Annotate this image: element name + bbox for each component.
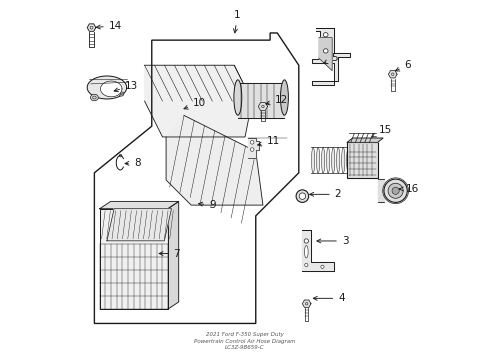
Polygon shape bbox=[347, 138, 383, 142]
Ellipse shape bbox=[234, 80, 242, 115]
Ellipse shape bbox=[250, 148, 254, 151]
Ellipse shape bbox=[384, 179, 407, 202]
Polygon shape bbox=[87, 24, 96, 31]
Text: 12: 12 bbox=[266, 95, 288, 105]
Polygon shape bbox=[100, 209, 168, 309]
Text: 2: 2 bbox=[310, 189, 341, 199]
Text: 6: 6 bbox=[395, 60, 411, 71]
Text: 10: 10 bbox=[184, 98, 206, 109]
Polygon shape bbox=[107, 209, 172, 241]
Text: 5: 5 bbox=[324, 53, 338, 63]
Ellipse shape bbox=[323, 33, 328, 37]
Text: 8: 8 bbox=[125, 158, 141, 168]
Text: 2021 Ford F-350 Super Duty
Powertrain Control Air Hose Diagram
LC3Z-9B659-C: 2021 Ford F-350 Super Duty Powertrain Co… bbox=[194, 332, 296, 350]
Polygon shape bbox=[168, 202, 179, 309]
Ellipse shape bbox=[305, 264, 308, 267]
Ellipse shape bbox=[250, 140, 254, 144]
Polygon shape bbox=[389, 71, 397, 78]
Text: 7: 7 bbox=[159, 248, 180, 258]
Ellipse shape bbox=[280, 80, 289, 115]
Polygon shape bbox=[100, 202, 179, 209]
Ellipse shape bbox=[321, 265, 324, 269]
Text: 13: 13 bbox=[114, 81, 138, 92]
Ellipse shape bbox=[317, 147, 320, 173]
Text: 16: 16 bbox=[399, 184, 419, 194]
Ellipse shape bbox=[388, 183, 403, 198]
Text: 11: 11 bbox=[258, 136, 280, 146]
Polygon shape bbox=[87, 76, 126, 99]
Ellipse shape bbox=[346, 147, 350, 173]
Polygon shape bbox=[258, 103, 268, 111]
Polygon shape bbox=[302, 230, 334, 271]
Text: 9: 9 bbox=[198, 200, 216, 210]
Polygon shape bbox=[313, 28, 350, 85]
Ellipse shape bbox=[119, 92, 124, 96]
Ellipse shape bbox=[91, 94, 98, 101]
Ellipse shape bbox=[296, 190, 309, 202]
Ellipse shape bbox=[342, 147, 345, 173]
Ellipse shape bbox=[321, 147, 325, 173]
Text: 15: 15 bbox=[372, 125, 392, 137]
Polygon shape bbox=[166, 116, 263, 205]
Ellipse shape bbox=[304, 246, 308, 258]
Text: 4: 4 bbox=[313, 293, 345, 303]
Ellipse shape bbox=[332, 147, 335, 173]
Ellipse shape bbox=[323, 49, 328, 53]
Text: 14: 14 bbox=[97, 21, 122, 31]
Ellipse shape bbox=[326, 147, 330, 173]
Bar bbox=[347, 142, 378, 178]
Polygon shape bbox=[319, 38, 332, 71]
Ellipse shape bbox=[392, 187, 399, 194]
Text: 1: 1 bbox=[234, 10, 241, 33]
Ellipse shape bbox=[337, 147, 340, 173]
Text: 3: 3 bbox=[317, 236, 348, 246]
Ellipse shape bbox=[312, 147, 315, 173]
Polygon shape bbox=[302, 300, 311, 307]
Polygon shape bbox=[145, 65, 252, 137]
Ellipse shape bbox=[299, 193, 306, 199]
Polygon shape bbox=[100, 81, 122, 97]
Ellipse shape bbox=[304, 239, 309, 243]
Polygon shape bbox=[248, 138, 259, 158]
